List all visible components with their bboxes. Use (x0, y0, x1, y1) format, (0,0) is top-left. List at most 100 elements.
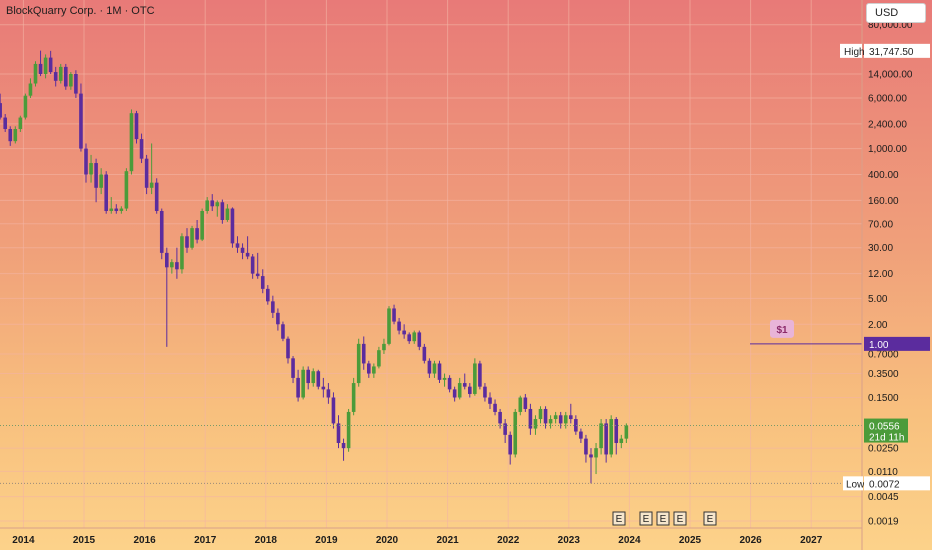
candle (53, 66, 58, 87)
earnings-flag[interactable]: E (612, 511, 626, 526)
candle-body (255, 273, 260, 277)
candle-body (79, 93, 83, 149)
candle (296, 369, 300, 402)
candle-body (119, 208, 124, 211)
candle (442, 373, 447, 387)
candle (306, 366, 310, 390)
candle-body (301, 369, 305, 398)
candle (266, 285, 270, 305)
candle (604, 419, 608, 463)
earnings-flag-label: E (707, 514, 714, 525)
candle-body (109, 208, 114, 211)
earnings-flag[interactable]: E (703, 511, 717, 526)
candle-body (240, 247, 245, 253)
candle (508, 431, 512, 465)
candle (175, 247, 179, 279)
candle-body (250, 256, 255, 274)
candle-body (28, 83, 33, 96)
one-dollar-tag-box (864, 336, 930, 351)
candle-body (154, 182, 159, 211)
candle (250, 254, 255, 279)
earnings-flag[interactable]: E (639, 511, 653, 526)
high-tag-value: 31,747.50 (869, 47, 914, 58)
candle-body (452, 389, 457, 398)
candle (488, 392, 492, 409)
candle (210, 194, 215, 211)
candle-body (326, 389, 331, 398)
candle-body (493, 403, 497, 412)
candle-body (483, 386, 487, 398)
candle (437, 360, 442, 384)
earnings-flag-box (656, 511, 670, 526)
candle (417, 330, 422, 351)
candle (563, 411, 568, 429)
candle-body (563, 415, 568, 424)
candle-body (538, 408, 543, 420)
candle-body (159, 210, 164, 253)
candle (271, 295, 275, 318)
candle-body (427, 360, 432, 374)
y-axis[interactable]: 80,000.00 14,000.00 6,000.00 2,400.00 1,000.… (840, 0, 930, 550)
y-tick-label: 400.00 (868, 170, 899, 181)
candle (619, 434, 624, 449)
candle (89, 154, 93, 183)
currency-selector[interactable]: USD (866, 3, 926, 23)
x-axis[interactable]: 2013201420152016201720182019202020212022… (0, 527, 862, 546)
candle-layer (0, 50, 629, 484)
candle-body (387, 308, 391, 344)
candle (114, 204, 119, 214)
earnings-flag[interactable]: E (656, 511, 670, 526)
candle (624, 423, 629, 443)
annotation-badge (770, 319, 794, 338)
earnings-flag-box (673, 511, 687, 526)
candle-body (180, 236, 184, 270)
candle (185, 228, 189, 253)
y-tick-label: 0.3500 (868, 369, 899, 380)
y-tick-label: 2,400.00 (868, 119, 907, 130)
candle (99, 168, 103, 195)
candle (548, 415, 553, 429)
candle-body (149, 182, 154, 188)
candle (205, 197, 209, 214)
candle (594, 442, 598, 475)
candle-body (488, 397, 492, 404)
candle (407, 332, 411, 344)
candle-body (175, 262, 179, 270)
candle-body (356, 343, 361, 384)
candle (8, 126, 13, 146)
candle-body (508, 434, 512, 455)
marker-layer: $1E E E E E (0, 319, 862, 526)
candle (104, 171, 108, 214)
candle (321, 377, 326, 398)
candle-body (392, 308, 396, 322)
y-tick-label: 12.00 (868, 269, 893, 280)
candle (589, 448, 593, 484)
candle-body (74, 74, 78, 94)
candle (493, 399, 497, 416)
candle-body (306, 369, 310, 384)
earnings-flag[interactable]: E (673, 511, 687, 526)
candle-body (478, 363, 482, 387)
candle-body (397, 321, 401, 331)
candle (109, 197, 114, 214)
candle (553, 411, 558, 424)
y-tick-label: 6,000.00 (868, 93, 907, 104)
candle-body (43, 57, 48, 74)
one-dollar-tag-value: 1.00 (869, 340, 889, 351)
candle-body (205, 200, 209, 211)
candle-body (190, 228, 194, 248)
candle (361, 336, 366, 370)
candle (69, 72, 73, 90)
candle (84, 143, 88, 183)
candle (483, 383, 487, 402)
candle (215, 200, 220, 217)
candle (48, 50, 53, 74)
candle-body (245, 252, 250, 257)
candle (3, 114, 7, 132)
candle-body (18, 117, 23, 130)
candle-body (129, 113, 134, 172)
candle-body (422, 346, 427, 361)
x-tick-label: 2019 (315, 535, 338, 546)
earnings-flag-box (703, 511, 717, 526)
candle (124, 168, 129, 211)
